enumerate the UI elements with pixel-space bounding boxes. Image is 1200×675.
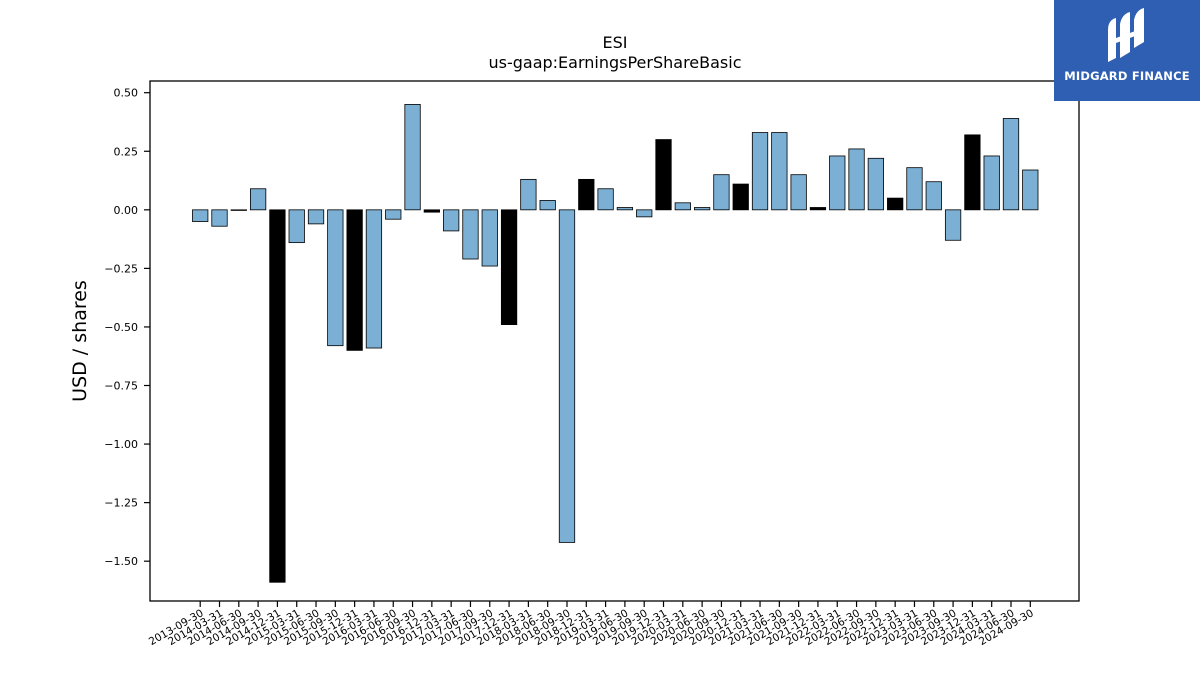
bar-2022-12-31 [887,197,904,211]
midgard-logo-icon [1108,8,1144,62]
y-tick-label: −1.25 [104,497,138,510]
bar-2014-09-30 [249,188,267,211]
bar-2015-06-30 [307,209,325,225]
bar-2015-09-30 [327,209,344,347]
bar-2024-03-31 [983,155,1000,211]
y-tick-label: 0.50 [114,87,139,100]
bar-2024-09-30 [1022,169,1039,211]
bar-2017-09-30 [481,209,498,267]
bars-group [192,104,1039,583]
bar-2016-03-31 [365,209,383,349]
bar-2019-03-31 [597,188,614,211]
bar-2020-03-31 [674,202,691,211]
x-axis: 2013-09-302014-03-312014-06-302014-09-30… [147,601,1036,648]
y-tick-label: −1.00 [104,438,138,451]
bar-2018-03-31 [520,178,537,211]
y-tick-label: −0.50 [104,321,138,334]
bar-2017-03-31 [443,209,460,232]
bar-2015-12-31 [346,209,363,351]
bar-2014-12-31 [269,209,286,583]
bar-2021-03-31 [751,132,769,211]
bar-2017-06-30 [462,209,479,260]
logo-text: MIDGARD FINANCE [1064,69,1190,83]
bar-2014-06-30 [230,209,247,211]
y-tick-label: 0.00 [114,204,139,217]
bar-2016-09-30 [404,104,421,211]
bar-2021-06-30 [771,132,788,211]
bar-2016-12-31 [423,209,440,213]
y-tick-label: −0.75 [104,380,138,393]
bar-2018-12-31 [578,178,595,211]
chart-title: ESI [603,33,628,52]
bar-2024-06-30 [1002,118,1020,211]
bar-2014-03-31 [211,209,228,227]
bar-2023-12-31 [964,134,981,211]
bar-2023-06-30 [925,181,942,211]
y-tick-label: −0.25 [104,262,138,275]
y-tick-label: 0.25 [114,145,139,158]
bar-2013-09-30 [192,209,209,222]
bar-2019-12-31 [655,139,672,211]
bar-2021-12-31 [809,207,827,211]
y-tick-label: −1.50 [104,555,138,568]
bar-2018-06-30 [539,200,556,211]
y-axis: 0.50 0.25 0.00 −0.25 −0.50 −0.75 −1.00 −1.25 −1.… [104,87,150,568]
bar-2019-09-30 [636,209,653,218]
bar-2022-06-30 [848,148,865,211]
bar-2019-06-30 [616,207,634,211]
bar-2022-09-30 [867,157,884,211]
plot-frame [149,80,1080,602]
bar-2020-12-31 [732,183,749,211]
bar-2015-03-31 [288,209,305,244]
bar-2022-03-31 [829,155,846,211]
bar-2017-12-31 [500,209,518,326]
bar-2018-09-30 [558,209,576,543]
bar-2020-09-30 [713,174,730,211]
bar-2021-09-30 [790,174,807,211]
y-axis-label: USD / shares [69,280,91,402]
midgard-finance-logo: MIDGARD FINANCE [1054,0,1200,101]
bar-2020-06-30 [693,207,711,211]
bar-2023-03-31 [906,167,923,211]
chart-subtitle: us-gaap:EarningsPerShareBasic [488,53,741,72]
bar-2023-09-30 [944,209,962,241]
bar-2016-06-30 [385,209,402,220]
